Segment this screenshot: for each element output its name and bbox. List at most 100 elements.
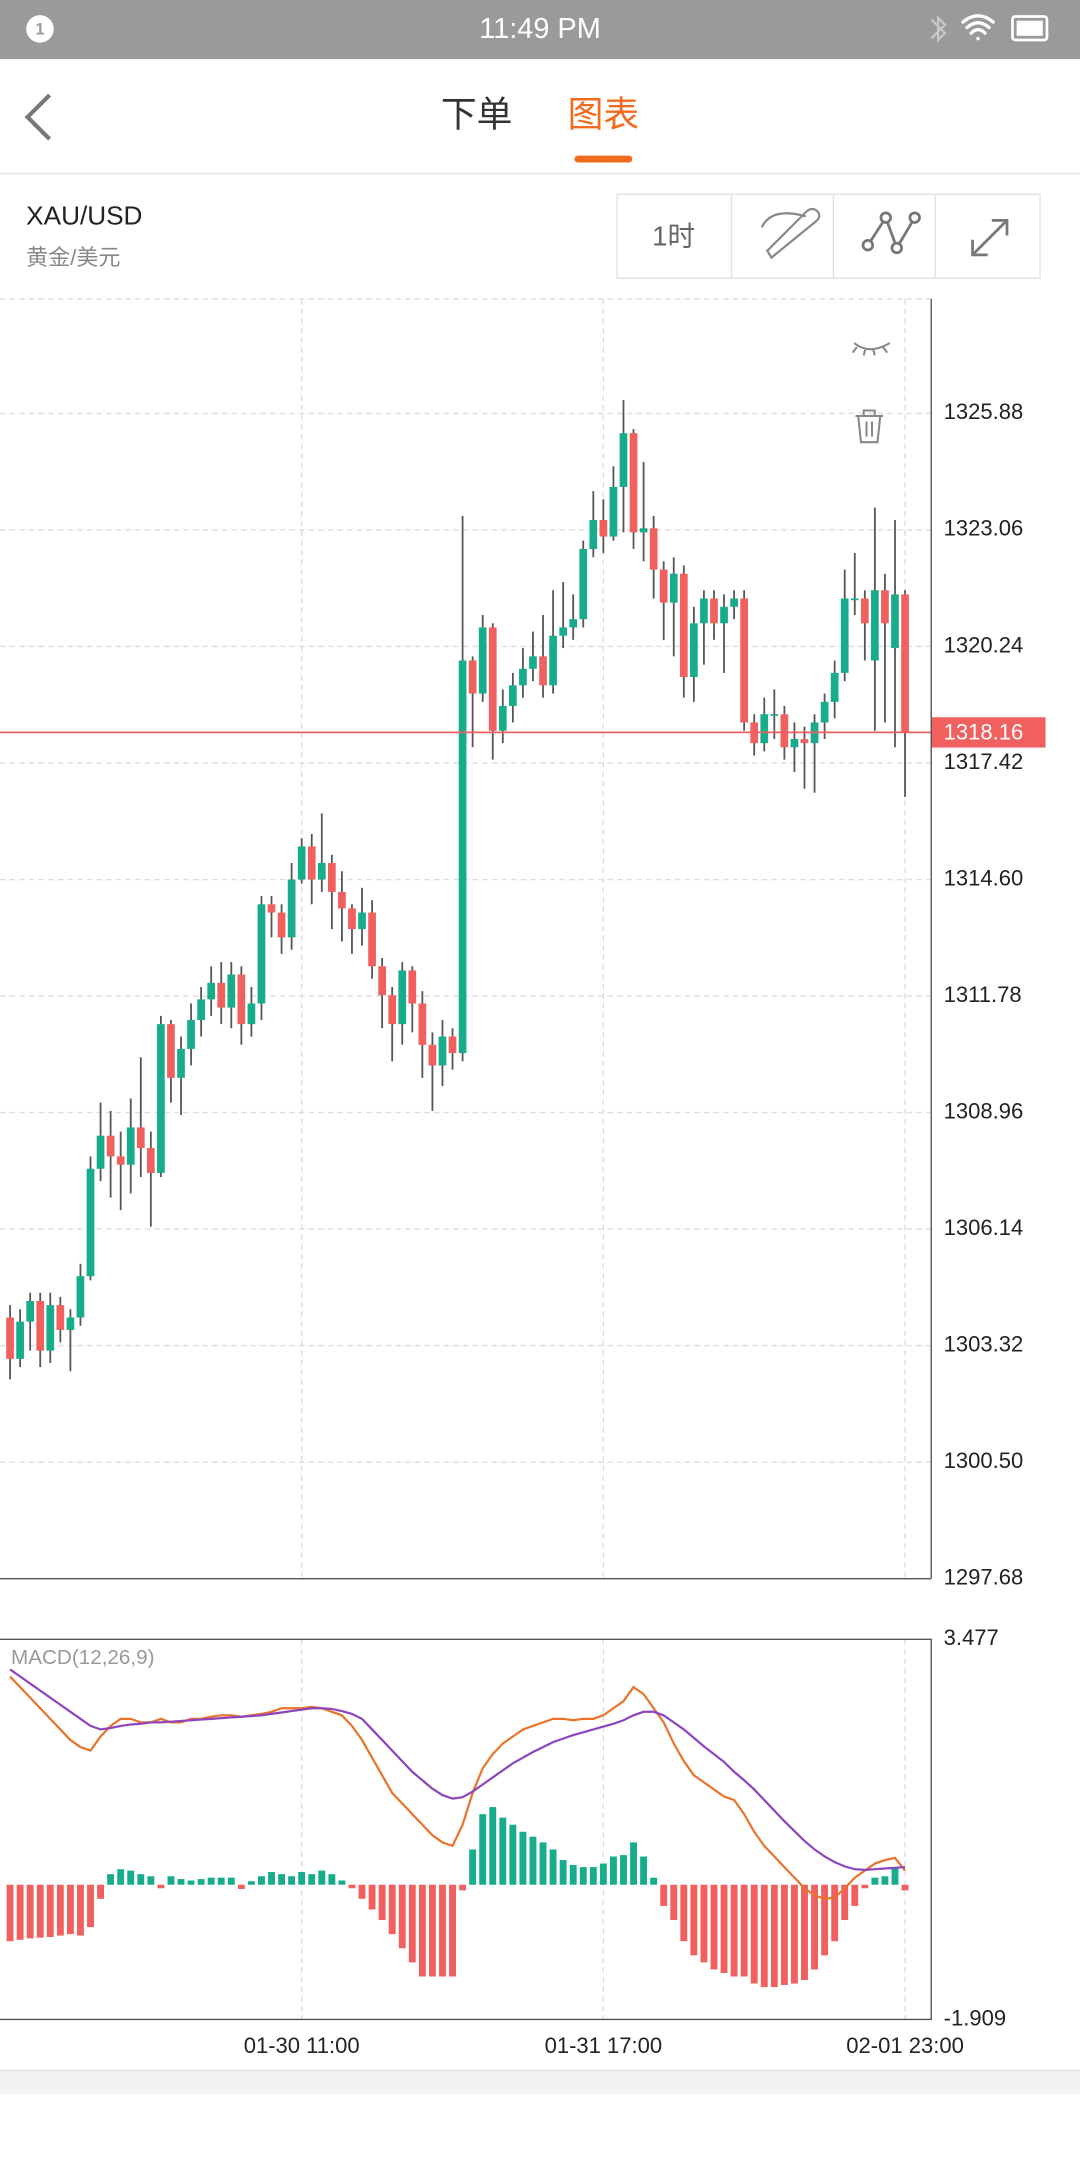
candle-body	[408, 970, 417, 1004]
macd-bar	[589, 1867, 597, 1885]
fullscreen-button[interactable]	[971, 219, 1009, 257]
back-button[interactable]	[24, 93, 52, 141]
y-tick-label: 1323.06	[944, 516, 1024, 541]
macd-bar	[640, 1856, 648, 1885]
macd-bar	[901, 1884, 909, 1891]
instrument-name: 黄金/美元	[26, 245, 120, 270]
macd-bar	[288, 1876, 296, 1885]
candle-body	[669, 573, 678, 603]
tab[interactable]: 图表	[568, 95, 640, 135]
macd-bar	[710, 1884, 718, 1970]
macd-bar	[539, 1842, 547, 1885]
macd-bar	[117, 1869, 125, 1885]
candle-body	[871, 590, 879, 661]
macd-bar	[66, 1884, 74, 1935]
interval-button[interactable]: 1时	[652, 221, 695, 252]
macd-bar	[660, 1884, 668, 1906]
macd-bar	[811, 1884, 818, 1970]
macd-bar	[609, 1856, 617, 1885]
macd-bar	[127, 1870, 135, 1885]
macd-bar	[891, 1867, 899, 1885]
candle-body	[438, 1036, 447, 1066]
candle-body	[629, 433, 638, 533]
candle-body	[297, 846, 306, 880]
candle-body	[800, 739, 809, 744]
macd-bar	[318, 1870, 326, 1885]
candle-body	[619, 433, 628, 487]
macd-bar	[36, 1884, 44, 1938]
draw-button[interactable]	[760, 207, 821, 260]
candle-body	[840, 598, 849, 673]
candle-body	[730, 598, 738, 607]
macd-bar	[549, 1849, 557, 1885]
candle-body	[901, 594, 909, 733]
macd-bar	[730, 1884, 738, 1977]
candle-body	[649, 528, 658, 570]
macd-bar	[87, 1884, 94, 1928]
macd-bar	[750, 1884, 758, 1984]
macd-bar	[227, 1877, 235, 1885]
macd-bar	[760, 1884, 768, 1988]
macd-bar	[559, 1860, 567, 1885]
macd-bar	[670, 1884, 678, 1921]
macd-bar	[298, 1872, 306, 1885]
candle-body	[599, 520, 608, 537]
toolbar: 1时	[616, 193, 1041, 279]
candle-body	[6, 1317, 14, 1359]
macd-bar	[167, 1876, 175, 1885]
bluetooth-icon	[930, 15, 947, 43]
macd-bar	[107, 1874, 115, 1885]
tab[interactable]: 下单	[441, 95, 513, 135]
candle-body	[277, 912, 286, 938]
bottom-strip	[0, 2070, 1080, 2094]
indicator-button[interactable]	[866, 214, 916, 252]
macd-bar	[187, 1880, 195, 1885]
macd-bar	[26, 1884, 34, 1939]
y-tick-label: 1320.24	[944, 632, 1024, 657]
macd-bar	[519, 1831, 527, 1885]
macd-bar	[700, 1884, 708, 1963]
candle-body	[891, 594, 899, 649]
macd-bar	[650, 1877, 658, 1885]
macd-bar	[579, 1867, 587, 1885]
macd-bar	[690, 1884, 698, 1956]
candle-body	[720, 606, 728, 624]
macd-line	[9, 1668, 906, 1872]
macd-bar	[207, 1877, 215, 1885]
candle-body	[146, 1148, 155, 1173]
candle-body	[539, 656, 547, 686]
y-tick-label: 1325.88	[944, 399, 1024, 424]
notification-count: 1	[35, 20, 44, 39]
active-tab-indicator	[574, 155, 633, 163]
macd-bar	[720, 1884, 728, 1973]
macd-bar	[77, 1884, 84, 1936]
macd-bar	[630, 1842, 637, 1885]
macd-bar	[841, 1884, 849, 1921]
candle-body	[428, 1044, 437, 1066]
macd-bar	[247, 1881, 255, 1885]
macd-bar	[408, 1884, 416, 1963]
candle-body	[96, 1135, 105, 1169]
macd-bar	[147, 1876, 155, 1885]
macd-chart: 01-30 11:00 01-31 17:00 02-01 23:00 -1.909 3…	[6, 1625, 1006, 2058]
candle-body	[177, 1048, 185, 1078]
candle-body	[609, 486, 618, 537]
candle-body	[348, 908, 356, 930]
symbol: XAU/USD	[26, 201, 142, 231]
macd-bar	[258, 1876, 265, 1885]
macd-bar	[620, 1855, 627, 1885]
candle-body	[368, 912, 376, 967]
candle-body	[458, 660, 467, 1054]
candle-body	[559, 627, 567, 636]
hide-indicator-button[interactable]	[851, 342, 891, 356]
candle-body	[710, 598, 718, 624]
y-tick-label: 1300.50	[944, 1448, 1024, 1473]
macd-bar	[770, 1884, 778, 1988]
candle-body	[247, 1003, 256, 1025]
macd-bar	[56, 1884, 64, 1936]
delete-indicator-button[interactable]	[855, 409, 884, 444]
y-tick-label: 1303.32	[944, 1331, 1024, 1356]
candle-body	[519, 668, 527, 686]
candle-body	[76, 1276, 85, 1318]
